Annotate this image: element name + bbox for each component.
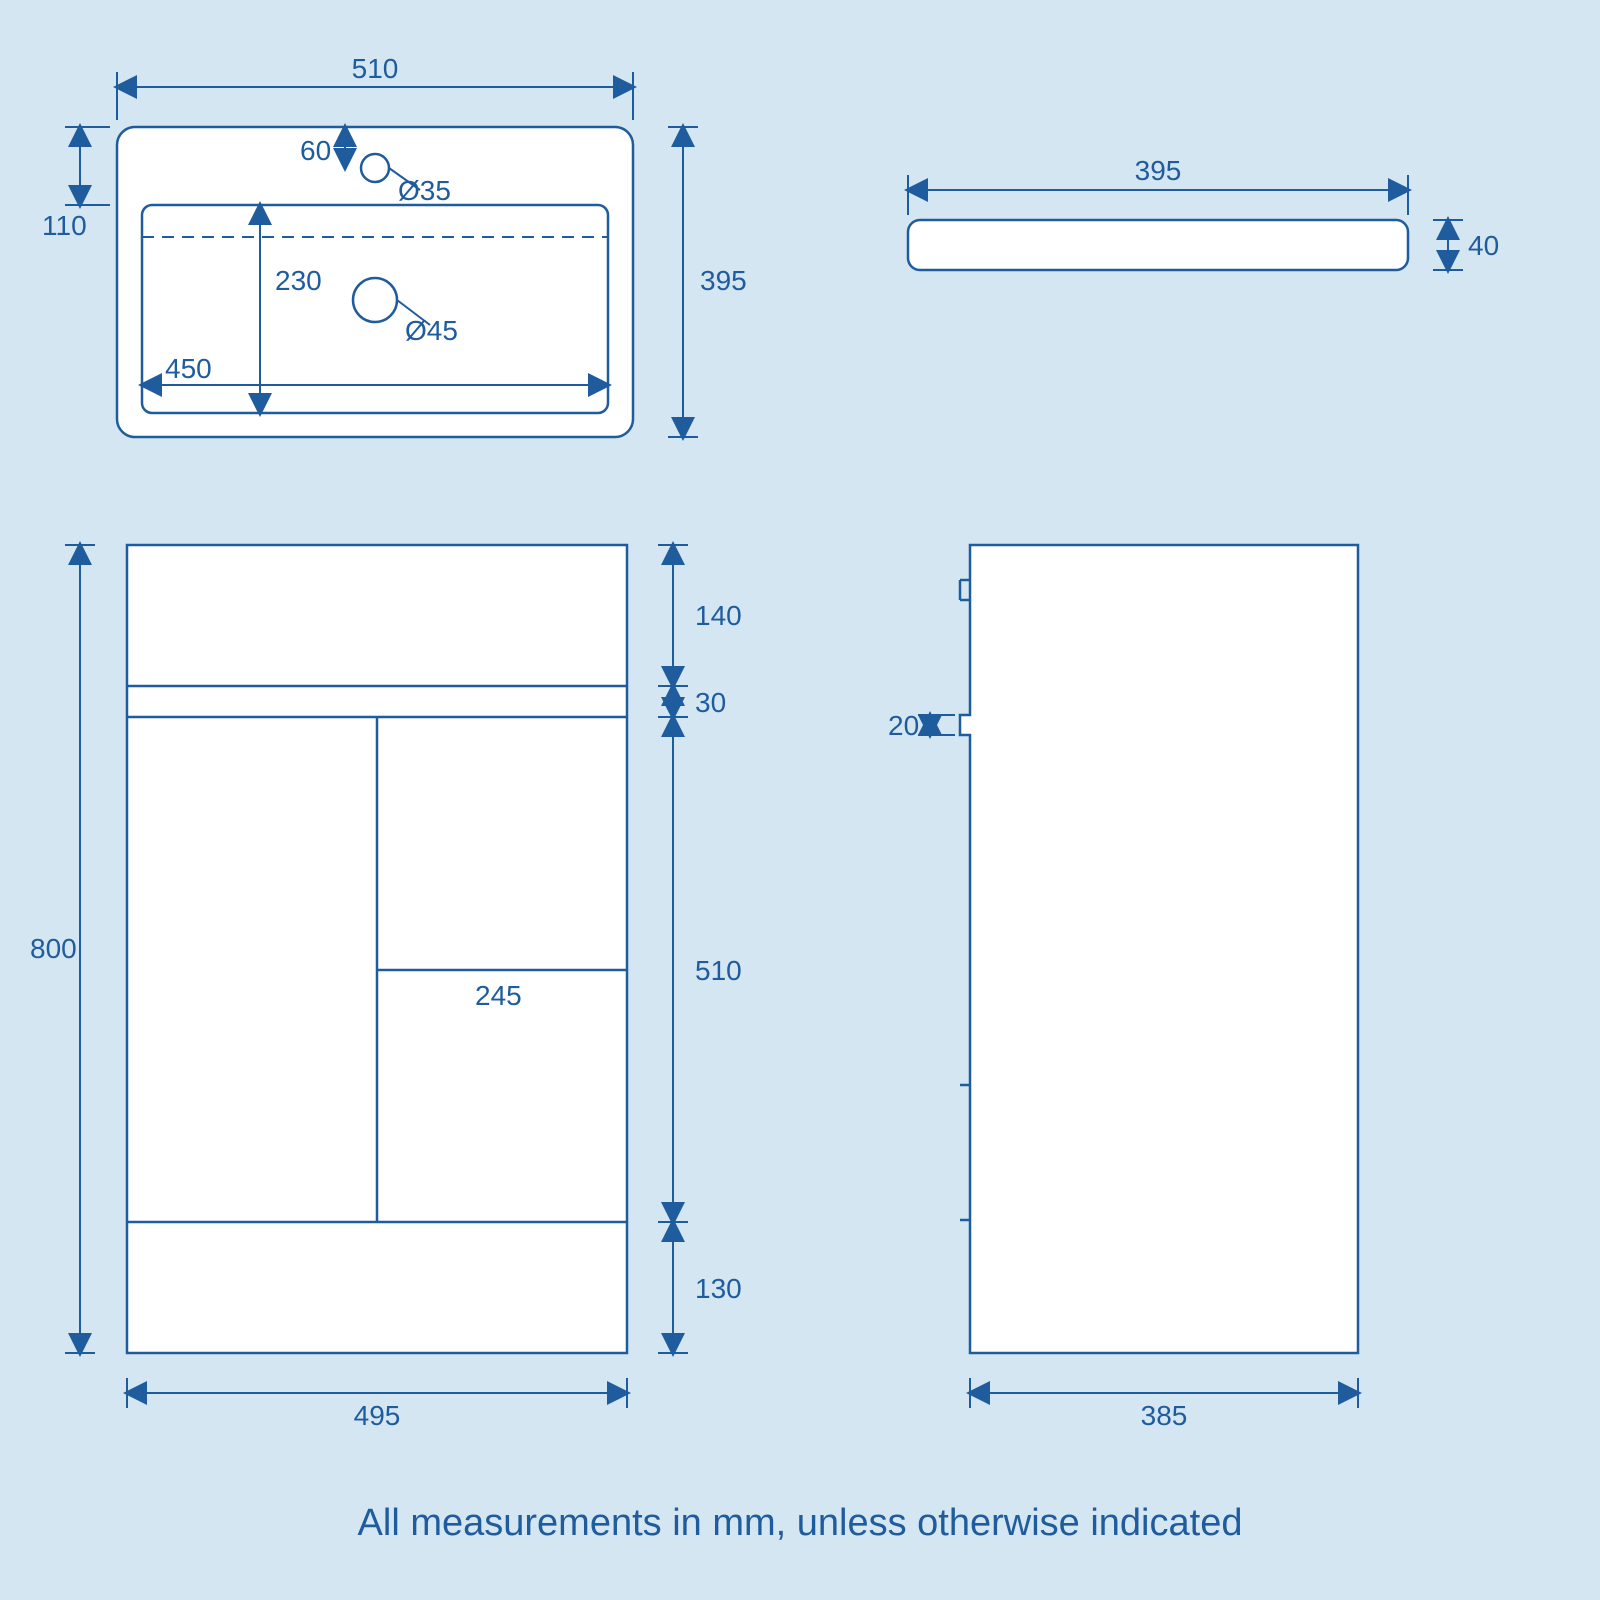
dim-profile-395: 395 bbox=[1135, 155, 1182, 186]
dim-495: 495 bbox=[354, 1400, 401, 1431]
dim-40: 40 bbox=[1468, 230, 1499, 261]
dim-450: 450 bbox=[165, 353, 212, 384]
dim-30: 30 bbox=[695, 687, 726, 718]
dim-395: 395 bbox=[700, 265, 747, 296]
cabinet-side-view: 20 385 bbox=[888, 545, 1358, 1431]
dim-510-door: 510 bbox=[695, 955, 742, 986]
dim-60: 60 bbox=[300, 135, 331, 166]
dim-510: 510 bbox=[352, 53, 399, 84]
basin-side-profile: 395 40 bbox=[908, 155, 1499, 270]
dim-dia35: Ø35 bbox=[398, 175, 451, 206]
dim-385: 385 bbox=[1141, 1400, 1188, 1431]
dim-245: 245 bbox=[475, 980, 522, 1011]
dim-140: 140 bbox=[695, 600, 742, 631]
dim-dia45: Ø45 bbox=[405, 315, 458, 346]
technical-drawing: 510 395 110 60 Ø35 Ø45 230 450 395 40 bbox=[0, 0, 1600, 1600]
basin-top-view: 510 395 110 60 Ø35 Ø45 230 450 bbox=[42, 53, 747, 437]
footer-note: All measurements in mm, unless otherwise… bbox=[358, 1502, 1243, 1544]
cabinet-front-view: 800 495 140 30 510 130 245 bbox=[30, 545, 742, 1431]
dim-110: 110 bbox=[42, 210, 87, 241]
dim-130: 130 bbox=[695, 1273, 742, 1304]
dim-20: 20 bbox=[888, 710, 919, 741]
dim-230: 230 bbox=[275, 265, 322, 296]
dim-800: 800 bbox=[30, 933, 77, 964]
